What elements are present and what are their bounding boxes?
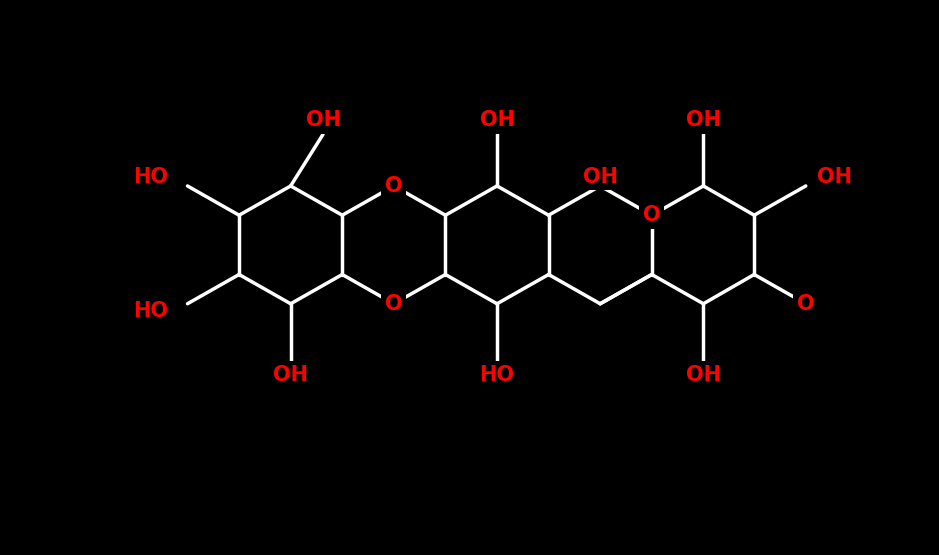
- Text: OH: OH: [273, 365, 308, 385]
- Text: OH: OH: [583, 166, 618, 186]
- Text: OH: OH: [685, 110, 721, 130]
- Text: HO: HO: [133, 166, 168, 186]
- Text: OH: OH: [817, 166, 853, 186]
- Text: O: O: [385, 176, 403, 196]
- Text: O: O: [643, 205, 661, 225]
- Text: OH: OH: [480, 110, 515, 130]
- Text: OH: OH: [305, 110, 341, 130]
- Text: OH: OH: [685, 365, 721, 385]
- Text: O: O: [385, 294, 403, 314]
- Text: HO: HO: [133, 301, 168, 321]
- Text: O: O: [797, 294, 815, 314]
- Text: HO: HO: [480, 365, 515, 385]
